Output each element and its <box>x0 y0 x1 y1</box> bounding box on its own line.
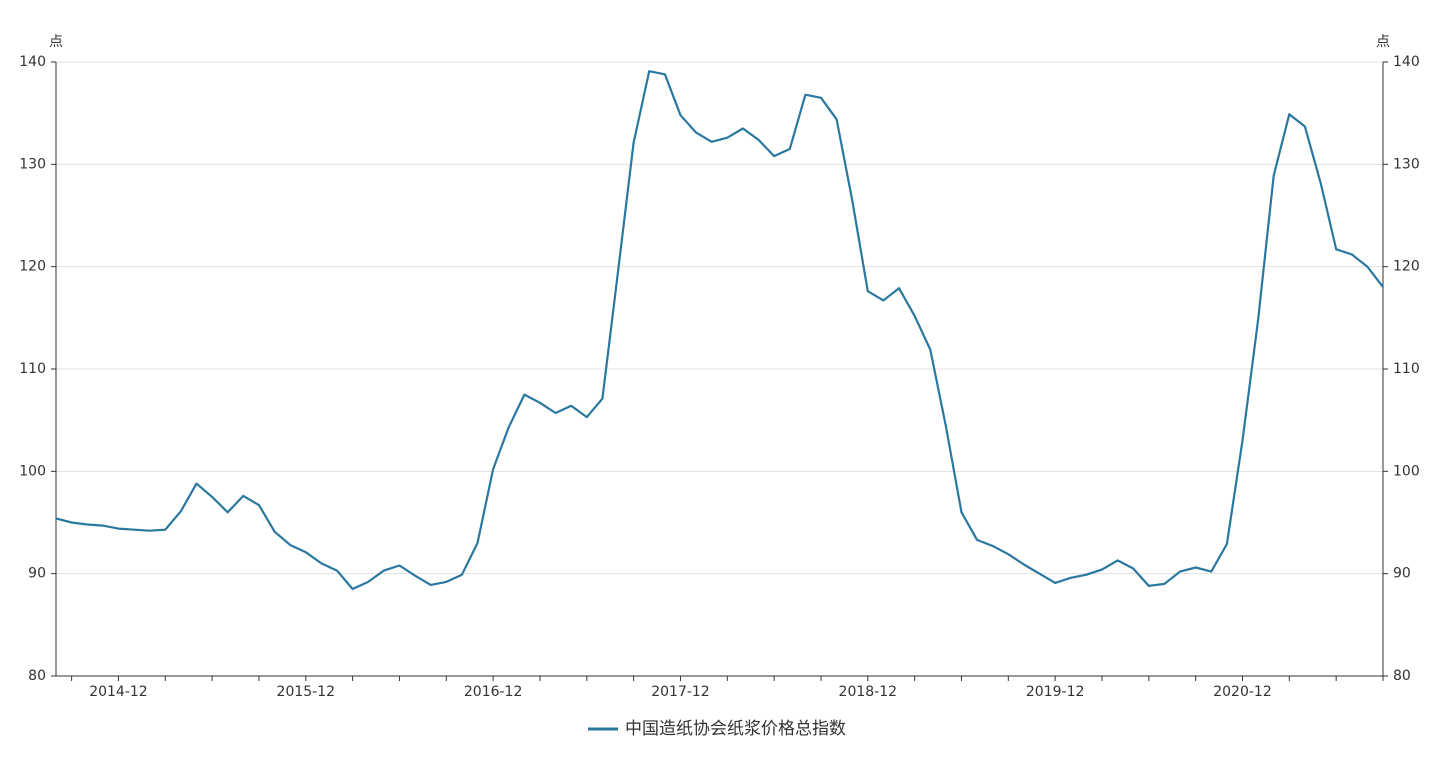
y-tick-label: 140 <box>19 54 46 70</box>
y2-tick-label: 90 <box>1393 566 1411 582</box>
x-tick-label: 2015-12 <box>277 684 336 700</box>
y2-tick-label: 120 <box>1393 259 1420 275</box>
y2-tick-label: 130 <box>1393 156 1420 172</box>
x-tick-label: 2018-12 <box>839 684 898 700</box>
y-unit-right: 点 <box>1376 34 1390 50</box>
y-unit-left: 点 <box>49 34 63 50</box>
y-tick-label: 90 <box>28 566 46 582</box>
y2-tick-label: 80 <box>1393 668 1411 684</box>
y2-tick-label: 140 <box>1393 54 1420 70</box>
line-series <box>55 70 1384 591</box>
y2-tick-label: 110 <box>1393 361 1420 377</box>
y-tick-label: 120 <box>19 259 46 275</box>
y-tick-label: 130 <box>19 156 46 172</box>
legend-label: 中国造纸协会纸浆价格总指数 <box>625 719 846 739</box>
x-tick-label: 2014-12 <box>89 684 148 700</box>
x-tick-label: 2016-12 <box>464 684 523 700</box>
x-tick-label: 2017-12 <box>651 684 710 700</box>
x-tick-label: 2019-12 <box>1026 684 1085 700</box>
y2-tick-label: 100 <box>1393 463 1420 479</box>
y-tick-label: 100 <box>19 463 46 479</box>
y-tick-label: 110 <box>19 361 46 377</box>
y-tick-label: 80 <box>28 668 46 684</box>
x-tick-label: 2020-12 <box>1213 684 1272 700</box>
